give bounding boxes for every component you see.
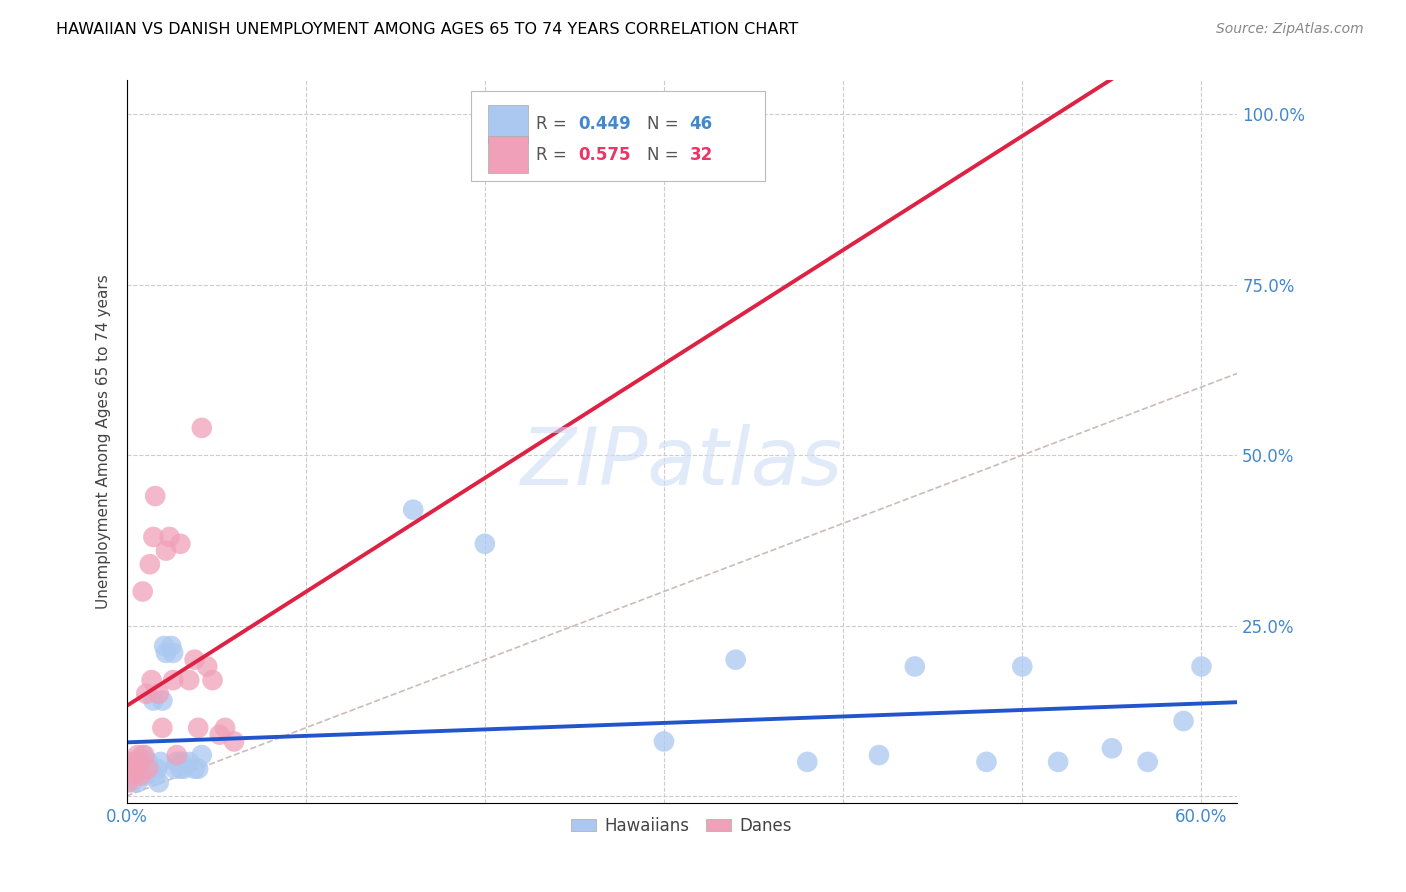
Point: [117, 768, 139, 782]
Point: [208, 728, 231, 742]
Point: [1011, 659, 1033, 673]
Text: 32: 32: [690, 145, 713, 163]
Point: [187, 762, 209, 776]
Point: [183, 762, 205, 776]
Point: [131, 584, 153, 599]
Point: [172, 755, 194, 769]
Text: N =: N =: [648, 115, 685, 133]
Point: [191, 421, 214, 435]
Point: [135, 768, 157, 782]
Point: [173, 762, 195, 776]
Point: [121, 775, 143, 789]
Y-axis label: Unemployment Among Ages 65 to 74 years: Unemployment Among Ages 65 to 74 years: [96, 274, 111, 609]
Point: [214, 721, 236, 735]
Point: [201, 673, 224, 687]
Point: [160, 639, 183, 653]
Text: 46: 46: [690, 115, 713, 133]
Point: [169, 762, 191, 776]
Point: [163, 762, 186, 776]
Point: [155, 543, 177, 558]
Text: R =: R =: [537, 115, 572, 133]
Point: [134, 748, 156, 763]
Point: [166, 755, 188, 769]
Point: [1136, 755, 1159, 769]
Point: [124, 762, 146, 776]
Point: [796, 755, 818, 769]
Point: [1191, 659, 1213, 673]
Point: [128, 762, 150, 776]
Point: [166, 748, 188, 763]
Point: [153, 639, 176, 653]
Point: [131, 748, 153, 763]
Text: HAWAIIAN VS DANISH UNEMPLOYMENT AMONG AGES 65 TO 74 YEARS CORRELATION CHART: HAWAIIAN VS DANISH UNEMPLOYMENT AMONG AG…: [56, 22, 799, 37]
Point: [1101, 741, 1123, 756]
Point: [162, 673, 184, 687]
Point: [191, 748, 214, 763]
Point: [124, 768, 146, 782]
Point: [120, 762, 142, 776]
Point: [134, 762, 156, 776]
Point: [149, 755, 172, 769]
Text: R =: R =: [537, 145, 572, 163]
FancyBboxPatch shape: [471, 91, 765, 181]
Point: [162, 646, 184, 660]
Point: [139, 558, 162, 572]
Point: [117, 775, 139, 789]
Text: Source: ZipAtlas.com: Source: ZipAtlas.com: [1216, 22, 1364, 37]
Point: [127, 775, 149, 789]
Point: [122, 755, 145, 769]
Point: [150, 721, 173, 735]
Point: [148, 687, 170, 701]
Point: [127, 748, 149, 763]
Point: [183, 653, 205, 667]
Point: [904, 659, 927, 673]
Point: [187, 721, 209, 735]
Point: [121, 755, 143, 769]
Point: [179, 673, 201, 687]
Point: [136, 762, 159, 776]
Text: N =: N =: [648, 145, 685, 163]
Point: [148, 775, 170, 789]
Point: [122, 768, 145, 782]
Point: [179, 755, 201, 769]
Point: [150, 693, 173, 707]
Point: [868, 748, 890, 763]
Text: ZIPatlas: ZIPatlas: [520, 425, 844, 502]
Point: [143, 489, 166, 503]
Point: [976, 755, 998, 769]
Point: [142, 530, 165, 544]
Point: [195, 659, 218, 673]
Point: [155, 646, 177, 660]
Legend: Hawaiians, Danes: Hawaiians, Danes: [565, 810, 799, 841]
Point: [120, 762, 142, 776]
Point: [1047, 755, 1070, 769]
Point: [474, 537, 496, 551]
Point: [652, 734, 675, 748]
Text: 0.575: 0.575: [579, 145, 631, 163]
Point: [146, 762, 169, 776]
Point: [129, 768, 152, 782]
Point: [139, 762, 162, 776]
Point: [143, 768, 166, 782]
FancyBboxPatch shape: [488, 105, 527, 143]
Point: [222, 734, 245, 748]
Point: [159, 530, 181, 544]
Point: [142, 693, 165, 707]
Point: [129, 768, 152, 782]
Text: 0.449: 0.449: [579, 115, 631, 133]
Point: [135, 687, 157, 701]
Point: [136, 755, 159, 769]
Point: [724, 653, 747, 667]
Point: [169, 537, 191, 551]
Point: [128, 755, 150, 769]
Point: [1173, 714, 1195, 728]
Point: [141, 673, 163, 687]
FancyBboxPatch shape: [488, 136, 527, 173]
Point: [402, 502, 425, 516]
